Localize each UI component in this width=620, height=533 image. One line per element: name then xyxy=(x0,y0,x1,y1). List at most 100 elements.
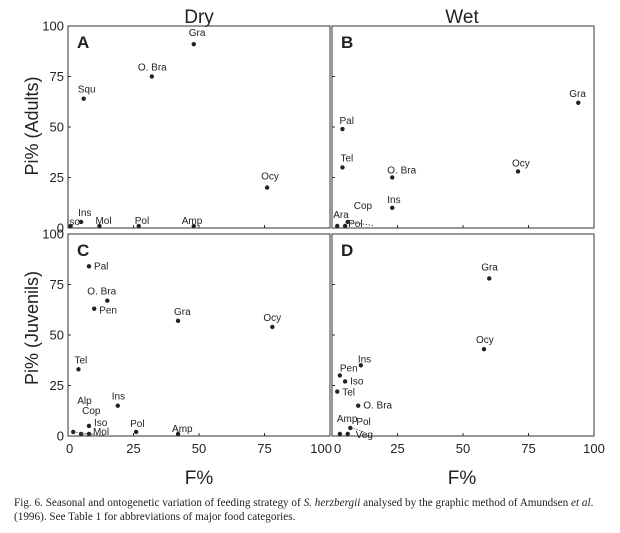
y-axis-label-adults: Pi% (Adults) xyxy=(22,76,42,175)
point-label-o-bra: O. Bra xyxy=(363,401,392,412)
y-tick-label: 0 xyxy=(57,221,64,236)
point-mol xyxy=(97,223,102,229)
caption-text-1: Fig. 6. Seasonal and ontogenetic variati… xyxy=(14,497,304,509)
point-label-pol: Pol xyxy=(356,417,370,428)
point-o-bra xyxy=(149,74,155,79)
point-iso xyxy=(342,379,348,384)
point-pol xyxy=(348,425,353,431)
leader-line xyxy=(347,221,374,226)
x-tick-label: 25 xyxy=(390,441,404,456)
point-pal xyxy=(340,126,345,132)
point-label-ocy: Ocy xyxy=(263,313,281,324)
caption-etal: et al xyxy=(570,497,591,509)
point-label-tel: Tel xyxy=(74,355,87,366)
point-label-ins: Ins xyxy=(112,392,125,403)
point-label-pol: Pol xyxy=(130,419,144,430)
caption-text-2: analysed by the graphic method of Amunds… xyxy=(360,497,571,509)
point-o-bra xyxy=(390,175,395,180)
y-tick-label: 75 xyxy=(50,69,64,84)
point-label-pol: Pol xyxy=(135,216,149,227)
panel-letter: C xyxy=(77,241,89,260)
column-title-wet: Wet xyxy=(445,7,479,28)
point-iso xyxy=(86,423,92,429)
point-label-iso: Iso xyxy=(67,217,81,228)
point-label-ocy: Ocy xyxy=(512,158,530,169)
x-axis-label-wet: F% xyxy=(448,468,477,489)
point-label-gra: Gra xyxy=(174,307,191,318)
point-label-iso: Iso xyxy=(94,418,108,429)
point-label-amp: Amp xyxy=(182,216,203,227)
y-tick-label: 100 xyxy=(42,19,64,34)
point-tel xyxy=(76,367,81,372)
point-ins xyxy=(78,219,84,225)
point-ocy xyxy=(264,185,270,190)
x-tick-label: 75 xyxy=(257,441,271,456)
point-label-cop: Cop xyxy=(354,201,373,212)
x-tick-label: 25 xyxy=(126,441,140,456)
point-pol xyxy=(342,223,348,229)
point-label-mol: Mol xyxy=(93,427,109,438)
x-tick-label: 100 xyxy=(583,441,605,456)
point-o-bra xyxy=(105,298,110,303)
point-gra xyxy=(576,100,581,105)
point-ocy xyxy=(270,324,275,330)
point-label-alp: Alp xyxy=(77,396,92,407)
y-tick-label: 50 xyxy=(50,120,64,135)
leader-line xyxy=(350,427,364,432)
y-axis-label-juvenils: Pi% (Juvenils) xyxy=(22,271,42,385)
y-tick-label: 75 xyxy=(50,277,64,292)
point-label-ins: Ins xyxy=(78,208,91,219)
panel-letter: B xyxy=(341,33,353,52)
figure-caption: Fig. 6. Seasonal and ontogenetic variati… xyxy=(14,496,612,524)
point-pal xyxy=(86,264,92,269)
y-tick-label: 25 xyxy=(50,170,64,185)
panel-letter: D xyxy=(341,241,353,260)
plot-frame xyxy=(331,25,595,229)
point-cop xyxy=(345,219,350,225)
point-label-ara: Ara xyxy=(333,210,349,221)
panel-letter: A xyxy=(77,33,89,52)
point-pen xyxy=(92,306,97,311)
point-gra xyxy=(487,276,492,281)
point-label-amp: Amp xyxy=(172,424,193,435)
point-squ xyxy=(81,96,86,101)
point-label-iso: Iso xyxy=(350,376,364,387)
point-amp xyxy=(191,223,196,229)
point-label-squ: Squ xyxy=(78,85,96,96)
point-veg xyxy=(345,431,350,437)
plot-frame xyxy=(67,25,331,229)
point-label-ocy: Ocy xyxy=(261,172,279,183)
point-o-bra xyxy=(356,403,361,408)
point-label-ins: Ins xyxy=(358,354,371,365)
x-tick-label: 75 xyxy=(521,441,535,456)
point-label-pol: Pol xyxy=(348,219,362,230)
point-iso xyxy=(68,223,73,229)
x-tick-label: 50 xyxy=(192,441,206,456)
y-tick-label: 0 xyxy=(57,429,64,444)
leader-line xyxy=(81,433,105,436)
point-label-pen: Pen xyxy=(99,306,117,317)
point-tel xyxy=(335,389,340,394)
point-label-pal: Pal xyxy=(94,261,108,272)
point-ara xyxy=(335,223,340,229)
point-label-cop: Cop xyxy=(82,406,101,417)
point-ins xyxy=(115,403,120,408)
point-label-gra: Gra xyxy=(189,28,206,39)
point-label-gra: Gra xyxy=(569,89,586,100)
point-label-tel: Tel xyxy=(342,388,355,399)
y-tick-label: 25 xyxy=(50,378,64,393)
x-tick-label: 0 xyxy=(66,441,73,456)
column-title-dry: Dry xyxy=(184,7,214,28)
point-label-gra: Gra xyxy=(481,262,498,273)
point-tel xyxy=(340,165,345,170)
point-gra xyxy=(175,318,181,324)
x-tick-label: 50 xyxy=(456,441,470,456)
caption-species: S. herzbergii xyxy=(303,497,361,509)
point-label-pal: Pal xyxy=(339,116,353,127)
point-label-mol: Mol xyxy=(95,216,111,227)
point-ocy xyxy=(515,169,521,174)
point-pen xyxy=(337,373,343,378)
point-label-o-bra: O. Bra xyxy=(387,166,416,177)
